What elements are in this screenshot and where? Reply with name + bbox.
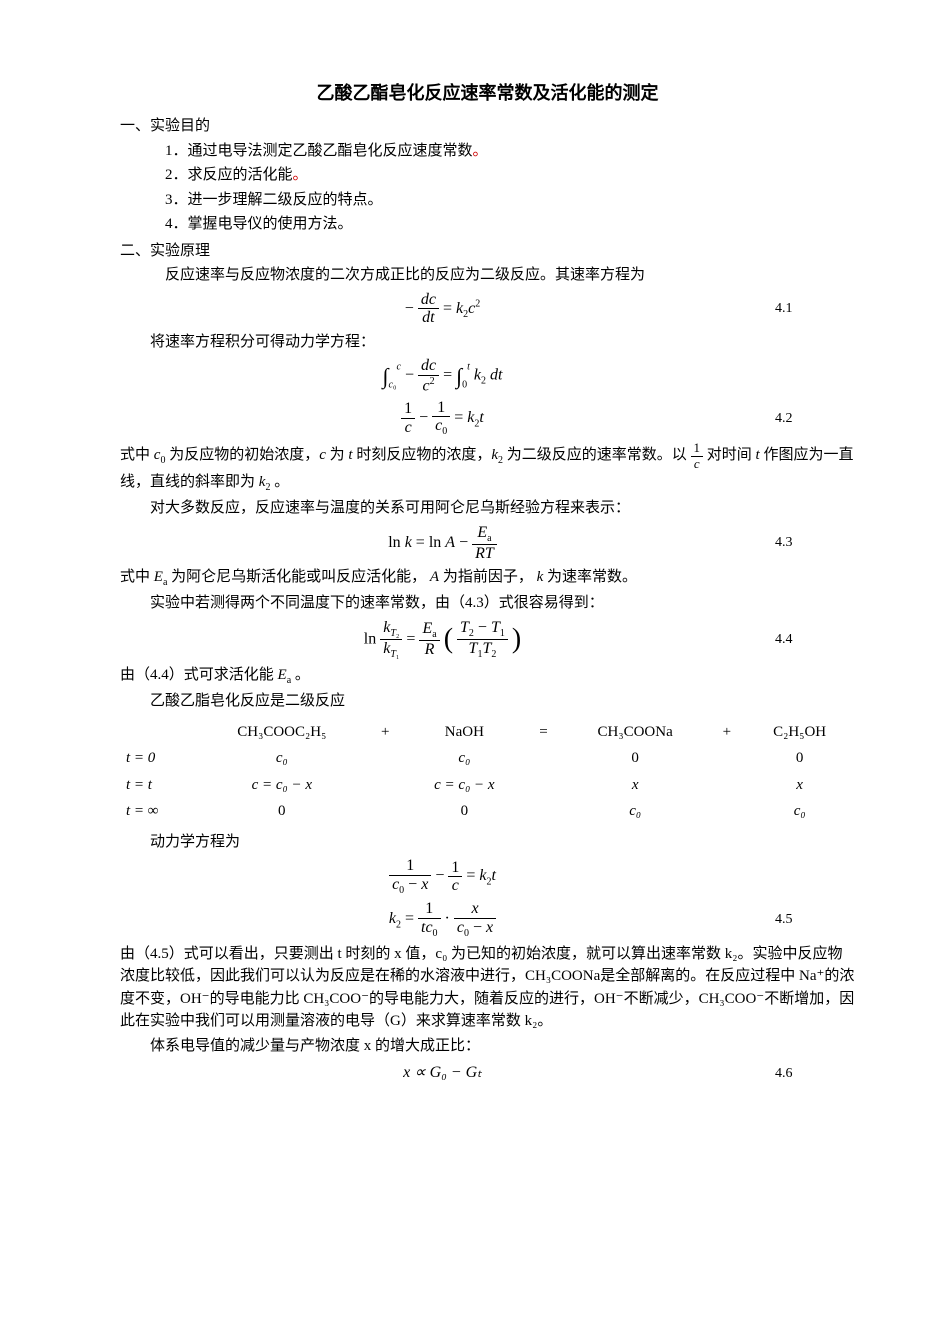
principle-p11: 体系电导值的减少量与产物浓度 x 的增大成正比：	[120, 1035, 855, 1058]
principle-p1: 反应速率与反应物浓度的二次方成正比的反应为二级反应。其速率方程为	[120, 264, 855, 287]
equation-4-2a: ∫c₀c − dcc2 = ∫0t k2 dt	[120, 357, 855, 395]
equation-4-6: x ∝ G₀ − Gₜ 4.6	[120, 1061, 855, 1085]
tinf-c2: 0	[403, 798, 526, 825]
principle-p9: 动力学方程为	[120, 831, 855, 854]
t0-c2: c₀	[403, 745, 526, 772]
p3h: 。	[274, 474, 289, 490]
tinf-c1: 0	[196, 798, 368, 825]
reaction-row-t0: t = 0 c₀ c₀ 0 0	[120, 745, 855, 772]
tt-c1: c = c₀ − x	[196, 772, 368, 799]
equation-4-1: − dcdt = k2c2 4.1	[120, 291, 855, 327]
principle-p3: 式中 c0 为反应物的初始浓度，c 为 t 时刻反应物的浓度，k2 为二级反应的…	[120, 441, 855, 495]
species-3: CH₃COONa	[561, 719, 710, 746]
principle-p5: 式中 Ea 为阿仑尼乌斯活化能或叫反应活化能， A 为指前因子， k 为速率常数…	[120, 566, 855, 590]
p3f: 对时间	[707, 448, 756, 464]
eq45b-body: k2 = 1tc0 · xc0 − x	[120, 900, 765, 939]
red-dot-2: 。	[293, 167, 308, 183]
eq44-body: ln kT₂kT₁ = EaR ( T2 − T1T1T2 )	[120, 619, 765, 660]
section-2-head: 二、实验原理	[120, 240, 855, 263]
t0-c1: c₀	[196, 745, 368, 772]
red-dot-1: 。	[473, 143, 488, 159]
t0-c3: 0	[561, 745, 710, 772]
principle-p10: 由（4.5）式可以看出，只要测出 t 时刻的 x 值，c₀ 为已知的初始浓度，就…	[120, 943, 855, 1033]
reaction-row-species: CH₃COOC₂H₅ + NaOH = CH₃COONa + C₂H₅OH	[120, 719, 855, 746]
eq43-body: ln k = ln A − EaRT	[120, 524, 765, 563]
eq42a-body: ∫c₀c − dcc2 = ∫0t k2 dt	[120, 357, 765, 395]
eq44-num: 4.4	[765, 629, 855, 650]
p5a: 式中	[120, 569, 154, 585]
tt-c3: x	[561, 772, 710, 799]
tinf-c3: c₀	[561, 798, 710, 825]
principle-p4: 对大多数反应，反应速率与温度的关系可用阿仑尼乌斯经验方程来表示：	[120, 497, 855, 520]
p3d: 时刻反应物的浓度，	[356, 448, 491, 464]
tt-c4: x	[744, 772, 855, 799]
principle-p7: 由（4.4）式可求活化能 Ea 。	[120, 664, 855, 688]
eq41-body: − dcdt = k2c2	[120, 291, 765, 327]
eq41-num: 4.1	[765, 298, 855, 319]
plus-2: +	[709, 719, 744, 746]
eq46-num: 4.6	[765, 1063, 855, 1084]
eq45a-body: 1c0 − x − 1c = k2t	[120, 857, 765, 896]
principle-p2: 将速率方程积分可得动力学方程：	[120, 331, 855, 354]
objective-2: 2．求反应的活化能。	[120, 164, 855, 187]
species-4: C₂H₅OH	[744, 719, 855, 746]
row-tt-label: t = t	[120, 772, 196, 799]
row-tinf-label: t = ∞	[120, 798, 196, 825]
tt-c2: c = c₀ − x	[403, 772, 526, 799]
tinf-c4: c₀	[744, 798, 855, 825]
equation-4-5a: 1c0 − x − 1c = k2t	[120, 857, 855, 896]
page-title: 乙酸乙酯皂化反应速率常数及活化能的测定	[120, 80, 855, 107]
reaction-row-tinf: t = ∞ 0 0 c₀ c₀	[120, 798, 855, 825]
obj1-text: 1．通过电导法测定乙酸乙酯皂化反应速度常数	[165, 143, 473, 159]
reaction-row-tt: t = t c = c₀ − x c = c₀ − x x x	[120, 772, 855, 799]
objective-1: 1．通过电导法测定乙酸乙酯皂化反应速度常数。	[120, 140, 855, 163]
plus-1: +	[368, 719, 403, 746]
p3c: 为	[330, 448, 349, 464]
equation-4-4: ln kT₂kT₁ = EaR ( T2 − T1T1T2 ) 4.4	[120, 619, 855, 660]
objective-4: 4．掌握电导仪的使用方法。	[120, 213, 855, 236]
p3a: 式中	[120, 448, 154, 464]
p7b: 。	[295, 667, 310, 683]
eq42b-num: 4.2	[765, 408, 855, 429]
equation-4-5b: k2 = 1tc0 · xc0 − x 4.5	[120, 900, 855, 939]
p5c: 为指前因子，	[443, 569, 537, 585]
principle-p6: 实验中若测得两个不同温度下的速率常数，由（4.3）式很容易得到：	[120, 592, 855, 615]
p5d: 为速率常数。	[547, 569, 637, 585]
p5b: 为阿仑尼乌斯活化能或叫反应活化能，	[171, 569, 430, 585]
p7a: 由（4.4）式可求活化能	[120, 667, 278, 683]
p3b: 为反应物的初始浓度，	[169, 448, 319, 464]
section-1-head: 一、实验目的	[120, 115, 855, 138]
eq43-num: 4.3	[765, 532, 855, 553]
species-1: CH₃COOC₂H₅	[196, 719, 368, 746]
objective-3: 3．进一步理解二级反应的特点。	[120, 189, 855, 212]
eq42b-body: 1c − 1c0 = k2t	[120, 399, 765, 438]
equation-4-3: ln k = ln A − EaRT 4.3	[120, 524, 855, 563]
species-2: NaOH	[403, 719, 526, 746]
row-t0-label: t = 0	[120, 745, 196, 772]
p3e: 为二级反应的速率常数。以	[507, 448, 691, 464]
reaction-table: CH₃COOC₂H₅ + NaOH = CH₃COONa + C₂H₅OH t …	[120, 719, 855, 825]
eq45b-num: 4.5	[765, 909, 855, 930]
principle-p8: 乙酸乙脂皂化反应是二级反应	[120, 690, 855, 713]
t0-c4: 0	[744, 745, 855, 772]
eq46-body: x ∝ G₀ − Gₜ	[120, 1061, 765, 1085]
eq-sign: =	[526, 719, 561, 746]
equation-4-2b: 1c − 1c0 = k2t 4.2	[120, 399, 855, 438]
obj2-text: 2．求反应的活化能	[165, 167, 293, 183]
